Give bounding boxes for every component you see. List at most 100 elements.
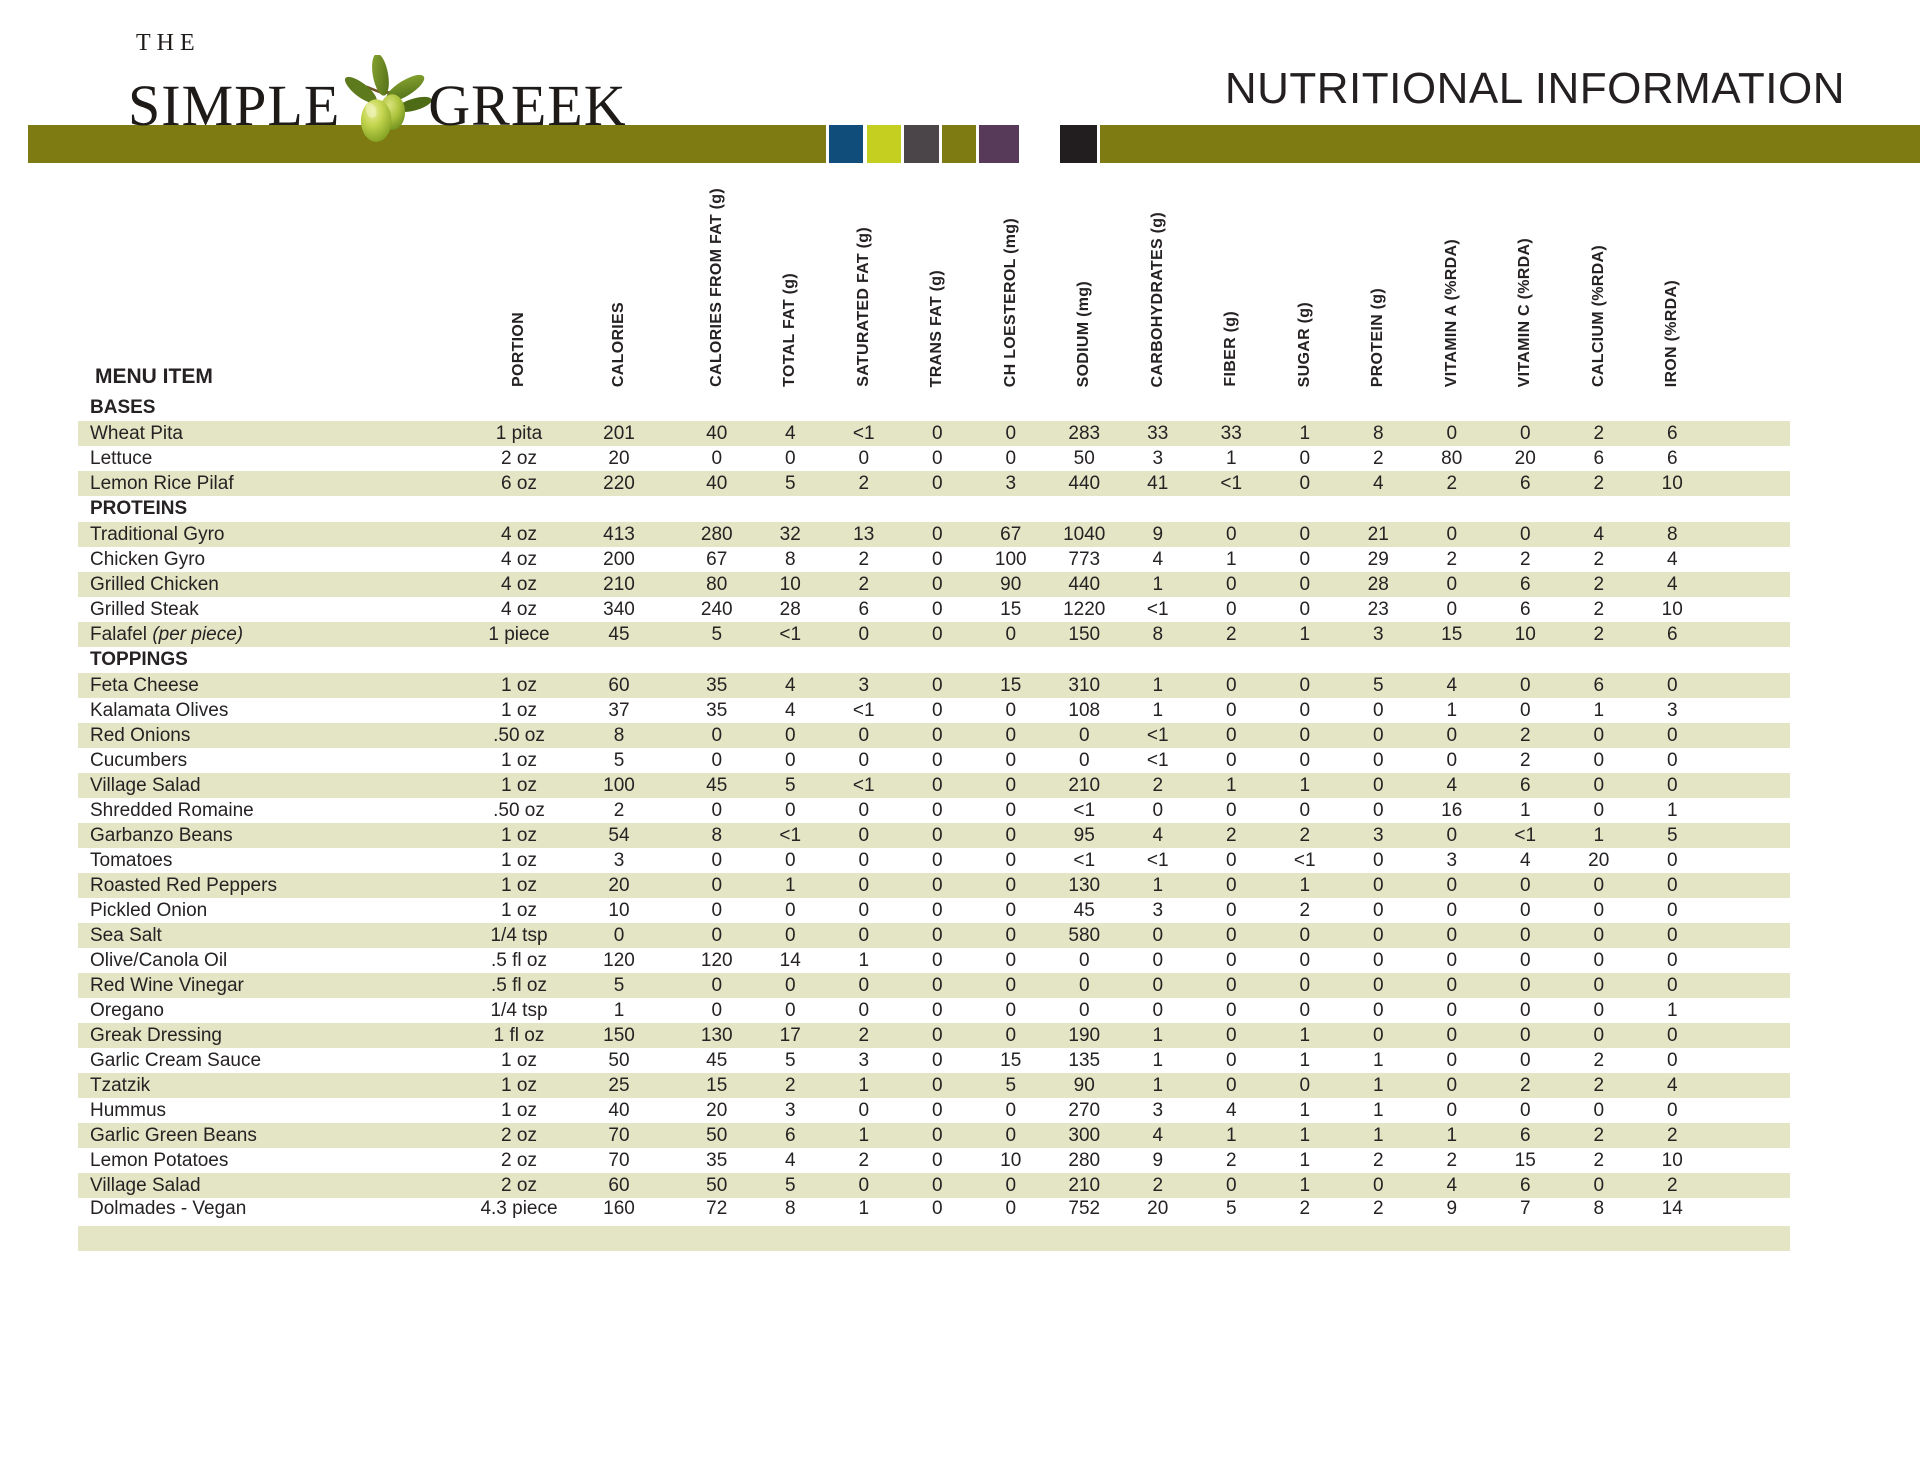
value-cell: 5 [784,1049,796,1071]
header-filler-cell [1709,150,1790,395]
value-cell: 0 [1225,899,1237,921]
value-cell: 1 oz [501,1049,537,1071]
menu-item-name: Sea Salt [78,923,480,948]
table-row: Chicken Gyro 4 oz 200 67 8 2 0 100 773 4 1 0 29 2 2 2 4 [78,547,1790,572]
column-header-label: CARBOHYDRATES (g) [1148,211,1166,387]
value-cell: 0 [680,973,754,998]
value-cell: 0 [1194,723,1268,748]
value-cell: 413 [558,522,680,547]
row-filler-cell [1709,1048,1790,1073]
value-cell: 0 [1194,1023,1268,1048]
value-cell: 5 [680,622,754,647]
value-cell: 20 [558,873,680,898]
value-cell: 0 [827,823,901,848]
bar-left-segment [28,125,826,163]
menu-item-column-header: MENU ITEM [95,365,213,388]
section-header-row: BASES [78,395,1790,421]
value-cell: 190 [1047,1023,1121,1048]
column-header-ch-loesterol-mg: CH LOESTEROL (mg) [974,150,1048,395]
value-cell: 0 [1341,1023,1415,1048]
value-cell: 0 [931,799,943,821]
value-cell: 0 [900,723,974,748]
column-header-fiber-g: FIBER (g) [1195,150,1269,395]
menu-item-name: Tzatzik [78,1073,480,1098]
value-cell: 0 [1593,999,1605,1021]
value-cell: 8 [784,1198,796,1220]
value-cell: <1 [1293,849,1316,871]
value-cell: 3 [1152,899,1164,921]
value-cell: 0 [711,899,723,921]
value-cell: 33 [1194,421,1268,446]
value-cell: 0 [753,723,827,748]
value-cell: 2 [1372,447,1384,469]
value-cell: 0 [1341,723,1415,748]
value-cell: 95 [1047,823,1121,848]
menu-item-name: Dolmades - Vegan [78,1198,480,1223]
value-cell: 70 [608,1149,630,1171]
value-cell: 35 [706,699,728,721]
value-cell: 0 [1078,949,1090,971]
value-cell: 10 [753,572,827,597]
value-cell: 1 [1519,799,1531,821]
value-cell: 0 [1268,723,1342,748]
value-cell: 3 [1341,823,1415,848]
value-cell: 4 oz [480,522,558,547]
value-cell: 3 [827,673,901,698]
value-cell: 1/4 tsp [490,999,548,1021]
value-cell: 0 [1341,973,1415,998]
value-cell: 2 [1225,1149,1237,1171]
value-cell: 2 [827,572,901,597]
menu-item-name: Lemon Rice Pilaf [78,471,480,496]
value-cell: 0 [931,1099,943,1121]
value-cell: 37 [608,699,630,721]
value-cell: 16 [1441,799,1463,821]
value-cell: 0 [1341,773,1415,798]
value-cell: 0 [1519,899,1531,921]
value-cell: 4 [1152,548,1164,570]
value-cell: 20 [1514,447,1536,469]
value-cell: 0 [900,1173,974,1198]
value-cell: 0 [1635,773,1709,798]
value-cell: 0 [974,923,1048,948]
table-row: Village Salad 1 oz 100 45 5 <1 0 0 210 2 1 1 0 4 6 0 0 [78,773,1790,798]
value-cell: 2 [1562,1073,1636,1098]
value-cell: 45 [1073,899,1095,921]
menu-item-text: Cucumbers [90,749,188,771]
value-cell: 0 [1299,749,1311,771]
value-cell: 10 [1000,1149,1022,1171]
value-cell: 100 [994,548,1027,570]
value-cell: 0 [1341,1173,1415,1198]
table-row: Sea Salt 1/4 tsp 0 0 0 0 0 0 580 0 0 0 0 0 0 0 0 [78,923,1790,948]
value-cell: 4.3 piece [480,1198,558,1220]
value-cell: 0 [784,849,796,871]
table-row: Feta Cheese 1 oz 60 35 4 3 0 15 310 1 0 0 5 4 0 6 0 [78,673,1790,698]
value-cell: 90 [974,572,1048,597]
value-cell: 2 [1562,471,1636,496]
menu-item-text: Grilled Steak [90,598,199,620]
value-cell: 0 [931,1149,943,1171]
value-cell: 1 [1225,548,1237,570]
column-header-label: IRON (%RDA) [1663,279,1681,387]
value-cell: 15 [1415,622,1489,647]
olive-branch-icon [345,55,432,142]
table-row: Tomatoes 1 oz 3 0 0 0 0 0 <1 <1 0 <1 0 3 4 20 0 [78,848,1790,873]
value-cell: 8 [1121,622,1195,647]
row-filler-cell [1709,1148,1790,1173]
value-cell: 440 [1047,572,1121,597]
column-header-protein-g: PROTEIN (g) [1342,150,1416,395]
value-cell: 0 [1194,522,1268,547]
value-cell: 0 [1519,1049,1531,1071]
menu-item-text: Tomatoes [90,849,173,871]
value-cell: 1 fl oz [480,1023,558,1048]
value-cell: .50 oz [480,723,558,748]
value-cell: 0 [1225,699,1237,721]
bar-right-segment [1100,125,1920,163]
menu-item-text: Lettuce [90,447,153,469]
value-cell: 0 [974,873,1048,898]
table-row: Shredded Romaine .50 oz 2 0 0 0 0 0 <1 0 0 0 0 16 1 0 1 [78,798,1790,823]
value-cell: 0 [1415,873,1489,898]
menu-item-name: Falafel (per piece) [78,622,480,647]
value-cell: 310 [1047,673,1121,698]
value-cell: 0 [711,799,723,821]
value-cell: 4 [753,673,827,698]
